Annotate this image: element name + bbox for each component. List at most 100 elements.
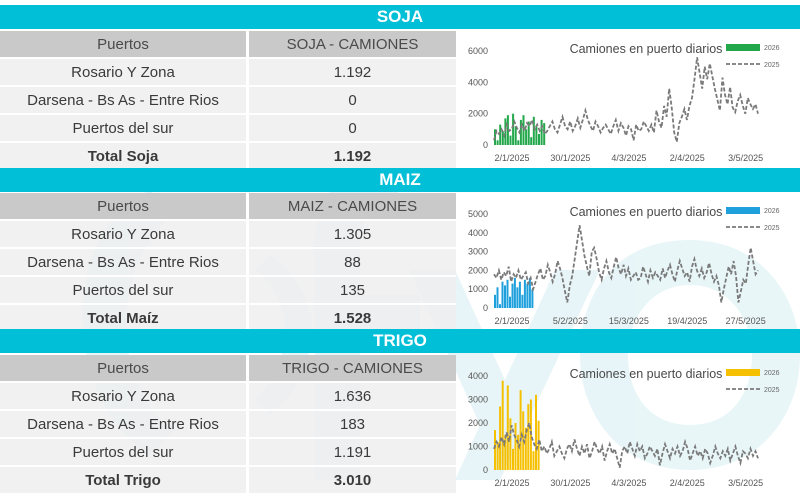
y-tick-label: 1000 [468,284,488,294]
total-label: Total Trigo [0,466,249,495]
total-value: 1.192 [247,142,456,171]
trigo-chart-svg: Camiones en puerto diarios 0 1000 2000 3000 4… [468,367,780,488]
y-tick-label: 1000 [468,442,488,452]
legend-swatch-2026 [726,369,760,376]
x-tick-label: 4/3/2025 [611,153,646,163]
legend-swatch-2026 [726,44,760,51]
y-tick-label: 4000 [468,371,488,381]
header-cell-camiones: SOJA - CAMIONES [247,31,456,59]
total-row: Total Maíz 1.528 [0,304,456,333]
row-port-name: Darsena - Bs As - Entre Rios [0,248,249,277]
header-cell-camiones: TRIGO - CAMIONES [247,355,456,383]
chart-title: Camiones en puerto diarios [570,367,723,381]
legend-label-2026: 2026 [764,45,780,52]
y-tick-label: 5000 [468,209,488,219]
chart-title: Camiones en puerto diarios [570,42,723,56]
table-header-row: Puertos MAIZ - CAMIONES [0,193,456,221]
x-tick-label: 4/3/2025 [611,478,646,488]
bar-2026 [518,281,521,308]
soja-chart: Camiones en puerto diarios 0 2000 4000 6000 2… [458,31,798,165]
y-tick-label: 2000 [468,265,488,275]
header-cell-puertos: Puertos [0,31,249,59]
table-row: Rosario Y Zona 1.636 [0,382,456,411]
total-value: 3.010 [247,466,456,495]
legend-label-2026: 2026 [764,370,780,377]
bar-2026 [532,116,535,145]
bar-2026 [519,119,522,145]
x-tick-label: 3/5/2025 [728,478,763,488]
bar-2026 [496,140,499,145]
bar-2026 [513,277,516,308]
bar-2026 [496,287,499,308]
x-tick-label: 30/1/2025 [550,478,590,488]
bar-2026 [525,129,528,145]
total-value: 1.528 [247,304,456,333]
x-tick-label: 19/4/2025 [667,316,707,326]
row-port-name: Rosario Y Zona [0,382,249,411]
total-label: Total Soja [0,142,249,171]
table-row: Darsena - Bs As - Entre Rios 88 [0,248,456,277]
maiz-banner: MAIZ [0,168,800,192]
line-2025 [493,57,759,143]
total-row: Total Soja 1.192 [0,142,456,171]
table-header-row: Puertos TRIGO - CAMIONES [0,355,456,383]
bar-2026 [504,285,506,308]
bar-2026 [512,113,515,145]
x-tick-label: 2/4/2025 [670,478,705,488]
row-trucks-value: 0 [247,114,456,143]
y-tick-label: 0 [483,303,488,313]
x-tick-label: 2/1/2025 [494,153,529,163]
maiz-chart: Camiones en puerto diarios 0 1000 2000 3000 4… [458,194,798,328]
y-tick-label: 4000 [468,77,488,87]
x-tick-label: 5/2/2025 [553,316,588,326]
legend-label-2026: 2026 [764,208,780,215]
row-port-name: Puertos del sur [0,114,249,143]
bar-2026 [537,420,540,470]
bar-2026 [501,380,504,470]
row-trucks-value: 88 [247,248,456,277]
header-cell-camiones: MAIZ - CAMIONES [247,193,456,221]
legend-swatch-2026 [726,207,760,214]
bar-2026 [499,304,501,308]
trigo-chart: Camiones en puerto diarios 0 1000 2000 3000 4… [458,356,798,490]
bar-2026 [501,281,504,308]
bar-2026 [514,423,517,470]
row-port-name: Puertos del sur [0,438,249,467]
row-trucks-value: 1.636 [247,382,456,411]
bar-2026 [494,430,496,470]
table-row: Puertos del sur 0 [0,114,456,143]
row-trucks-value: 0 [247,86,456,115]
bar-2026 [506,115,509,145]
x-tick-label: 15/3/2025 [609,316,649,326]
bar-2026 [535,126,538,145]
y-tick-label: 2000 [468,109,488,119]
y-tick-label: 0 [483,465,488,475]
bar-2026 [527,404,530,470]
header-cell-puertos: Puertos [0,355,249,383]
bar-2026 [530,137,533,145]
y-tick-label: 4000 [468,228,488,238]
y-tick-label: 3000 [468,395,488,405]
bar-2026 [504,434,507,471]
bar-2026 [499,124,502,145]
row-port-name: Darsena - Bs As - Entre Rios [0,86,249,115]
row-trucks-value: 1.191 [247,438,456,467]
table-row: Puertos del sur 135 [0,276,456,305]
x-tick-label: 2/1/2025 [494,316,529,326]
row-trucks-value: 1.305 [247,220,456,249]
legend-label-2025: 2025 [764,225,780,232]
bar-2026 [512,448,514,470]
table-row: Darsena - Bs As - Entre Rios 0 [0,86,456,115]
y-tick-label: 0 [483,140,488,150]
bar-2026 [511,283,514,308]
x-tick-label: 2/4/2025 [670,153,705,163]
row-port-name: Puertos del sur [0,276,249,305]
bar-2026 [532,451,535,470]
soja-chart-svg: Camiones en puerto diarios 0 2000 4000 6000 2… [468,42,780,163]
legend-label-2025: 2025 [764,387,780,394]
row-port-name: Rosario Y Zona [0,220,249,249]
y-tick-label: 2000 [468,418,488,428]
total-row: Total Trigo 3.010 [0,466,456,495]
table-row: Puertos del sur 1.191 [0,438,456,467]
legend-label-2025: 2025 [764,62,780,69]
